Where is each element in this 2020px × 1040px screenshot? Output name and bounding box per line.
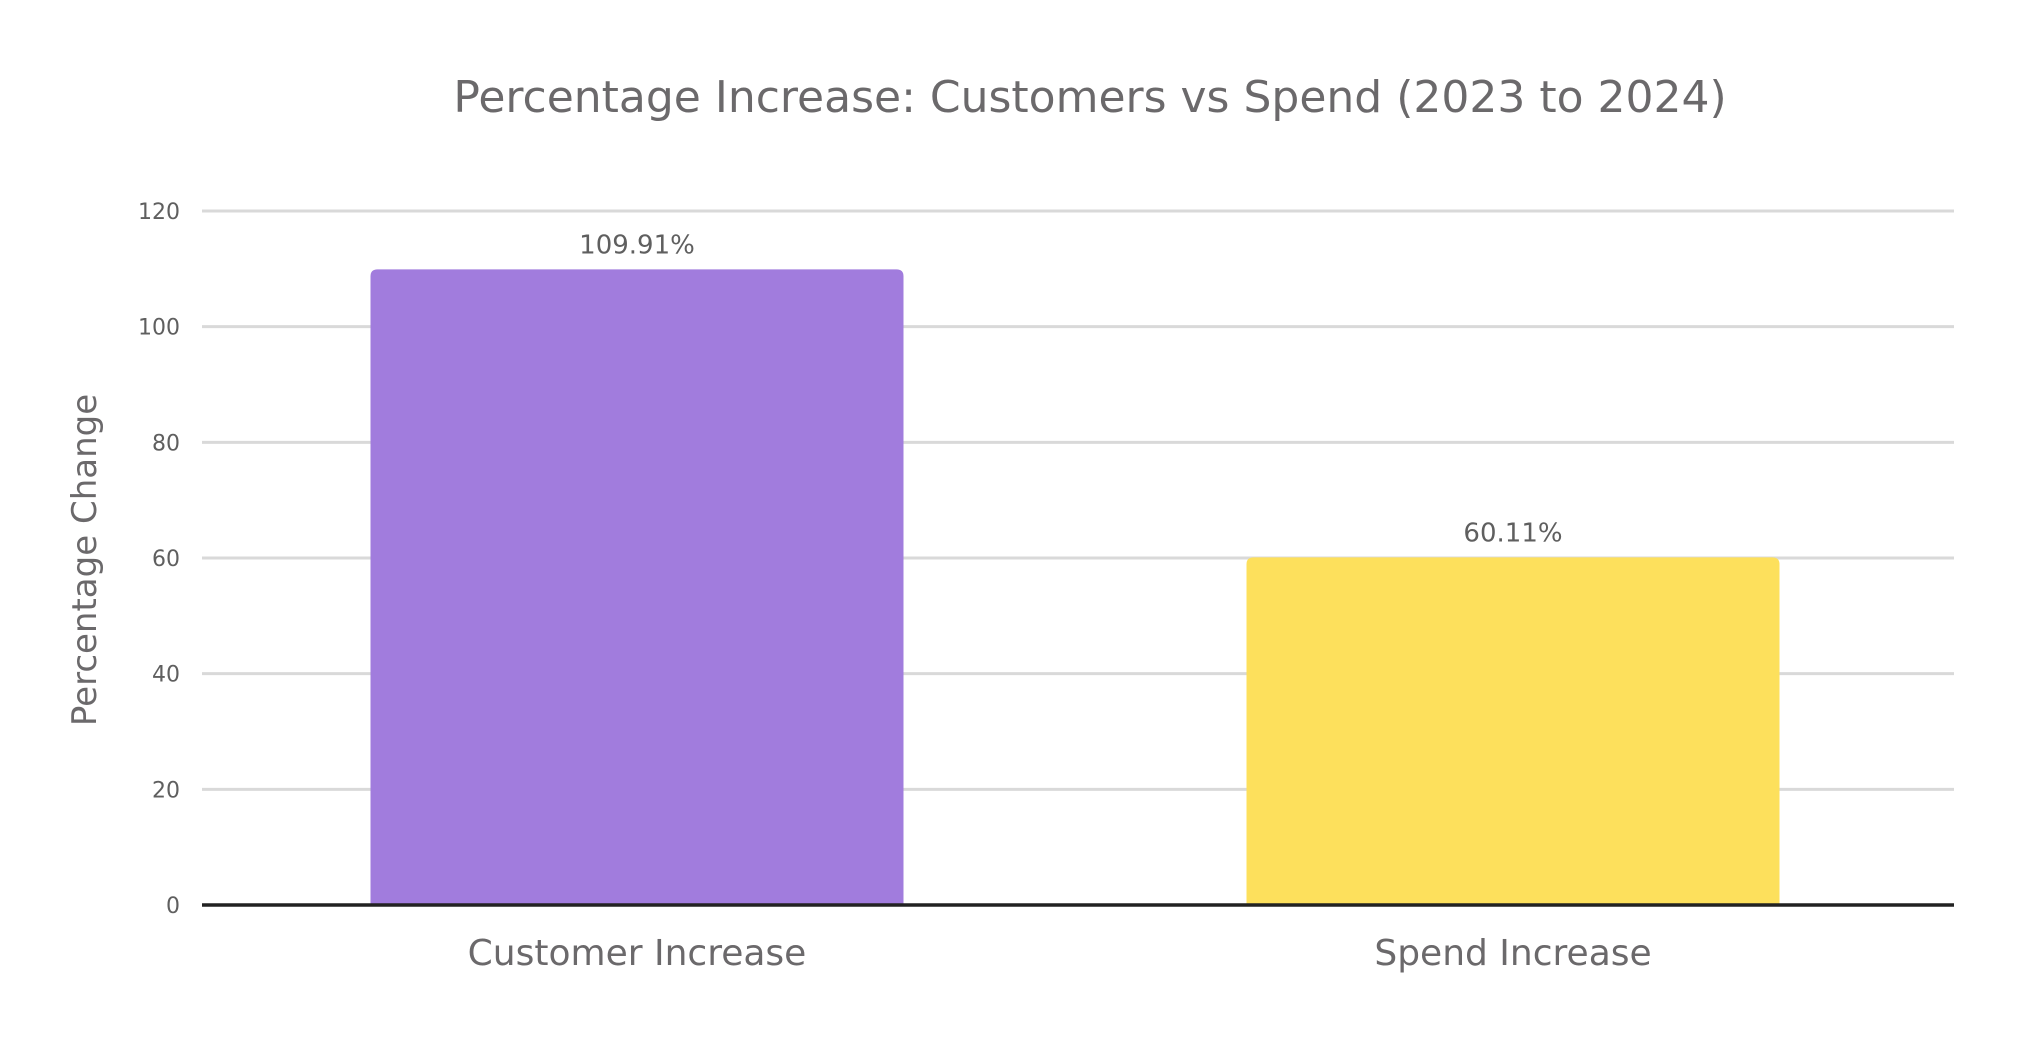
x-category-label: Customer Increase	[468, 933, 807, 974]
data-label: 60.11%	[1463, 518, 1562, 548]
y-tick-label: 0	[166, 894, 180, 919]
y-tick-label: 120	[138, 200, 180, 225]
bar-spend-increase	[1246, 557, 1780, 905]
x-category-label: Spend Increase	[1374, 933, 1651, 974]
bar-customer-increase	[370, 269, 904, 905]
y-tick-label: 100	[138, 316, 180, 341]
y-tick-label: 20	[152, 778, 180, 803]
bars	[370, 269, 1780, 905]
data-labels: 109.91% 60.11%	[579, 230, 1562, 548]
y-axis-title: Percentage Change	[65, 394, 105, 726]
chart-title: Percentage Increase: Customers vs Spend …	[453, 72, 1726, 123]
y-axis-ticks: 0 20 40 60 80 100 120	[138, 200, 180, 919]
y-tick-label: 60	[152, 547, 180, 572]
x-axis-categories: Customer Increase Spend Increase	[468, 933, 1652, 974]
y-tick-label: 40	[152, 663, 180, 688]
y-tick-label: 80	[152, 431, 180, 456]
data-label: 109.91%	[579, 230, 695, 260]
